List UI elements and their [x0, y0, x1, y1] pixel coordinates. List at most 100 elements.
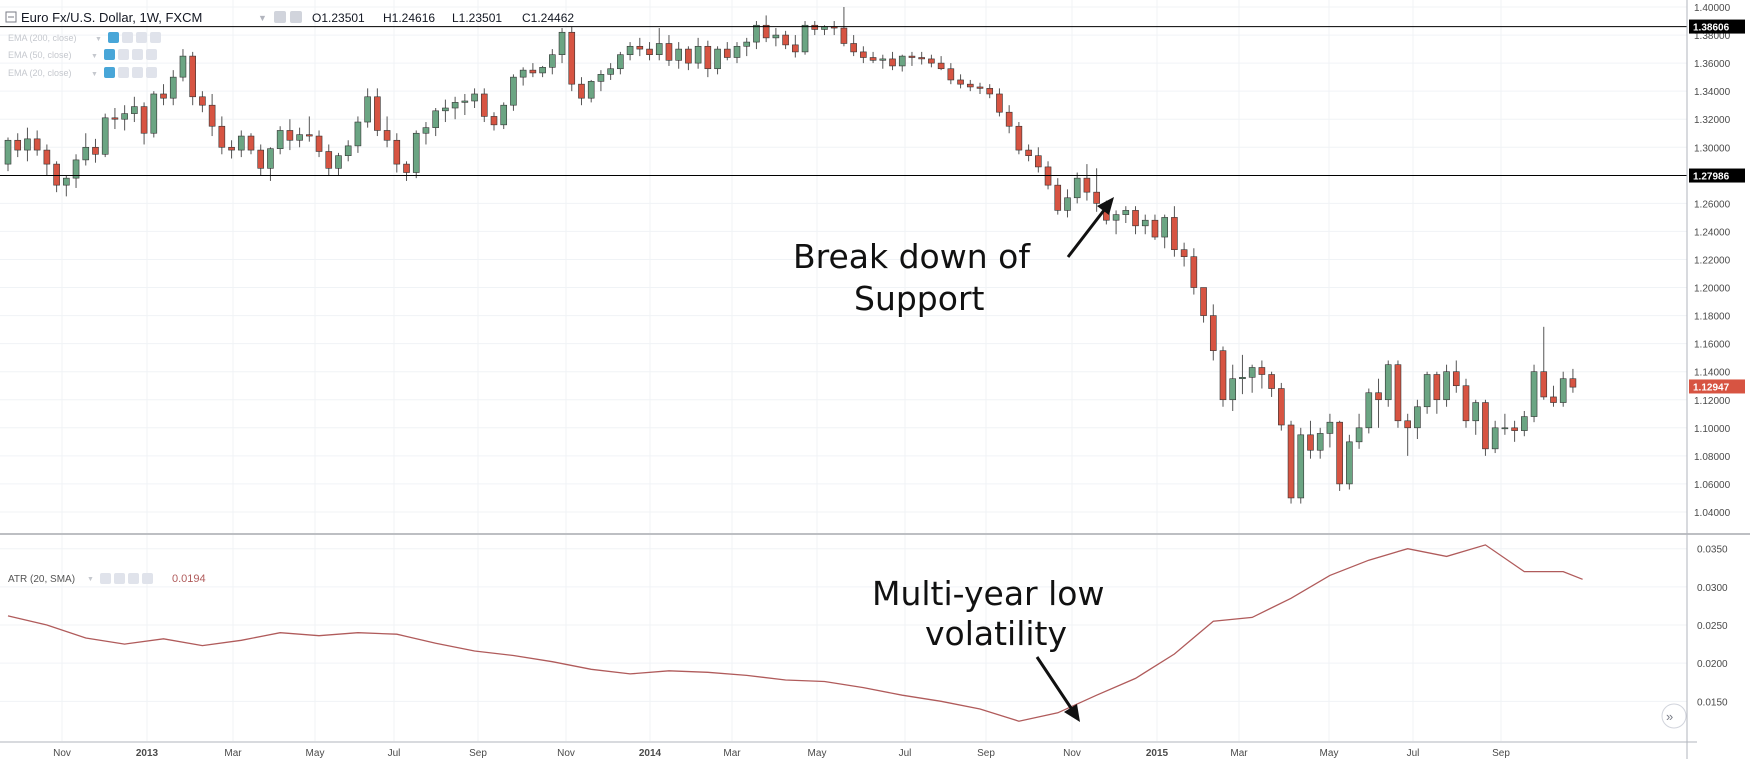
- eye-icon[interactable]: [108, 32, 119, 43]
- candle-body-down: [1054, 184, 1062, 211]
- symbol-title: Euro Fx/U.S. Dollar, 1W, FXCM: [21, 10, 202, 25]
- candle: [131, 96, 138, 123]
- price-tick-label: 1.18000: [1694, 312, 1731, 323]
- add-icon[interactable]: [136, 32, 147, 43]
- candle: [24, 127, 31, 162]
- candle: [1297, 427, 1305, 504]
- candle-body-up: [549, 54, 556, 68]
- add-icon[interactable]: [132, 49, 143, 60]
- settings-icon[interactable]: [118, 49, 129, 60]
- close-icon[interactable]: [150, 32, 161, 43]
- candle-body-up: [1248, 367, 1256, 378]
- candle-body-down: [1404, 420, 1411, 429]
- candle-body-down: [1433, 374, 1441, 401]
- candle: [850, 35, 857, 57]
- candle-body-down: [160, 93, 167, 99]
- indicator-ema-200[interactable]: EMA (200, close) ▼: [8, 32, 161, 43]
- candle-body-down: [1200, 287, 1207, 316]
- indicator-ema-50[interactable]: EMA (50, close) ▼: [8, 49, 157, 60]
- candle: [276, 126, 284, 155]
- candle-body-down: [1268, 374, 1275, 389]
- candle-body-down: [286, 130, 294, 141]
- settings-icon[interactable]: [274, 11, 286, 23]
- candle: [500, 102, 508, 130]
- ohlc-close: C1.24462: [522, 11, 574, 25]
- candle: [422, 122, 430, 145]
- settings-icon[interactable]: [114, 573, 125, 584]
- indicator-ema-20[interactable]: EMA (20, close) ▼: [8, 67, 157, 78]
- candle-body-up: [461, 100, 469, 103]
- candle-body-down: [33, 138, 41, 151]
- eye-toggle-icon[interactable]: [290, 11, 302, 23]
- candle-body-up: [1443, 371, 1450, 401]
- eye-icon[interactable]: [100, 573, 111, 584]
- add-icon[interactable]: [128, 573, 139, 584]
- breakdown-arrow-shaft: [1066, 204, 1110, 258]
- price-tick-label: 1.14000: [1694, 368, 1731, 379]
- scroll-to-latest-button[interactable]: »: [1661, 703, 1687, 729]
- candle-body-up: [1365, 392, 1373, 429]
- candle-body-up: [898, 55, 906, 67]
- chevron-down-icon[interactable]: ▼: [95, 36, 102, 43]
- candle-body-down: [1375, 392, 1382, 401]
- candle: [587, 79, 595, 103]
- atr-legend[interactable]: ATR (20, SMA) ▼ 0.0194: [8, 573, 206, 585]
- candle-body-down: [53, 163, 60, 186]
- candle: [111, 108, 119, 130]
- candle-body-up: [296, 134, 303, 141]
- candle: [480, 88, 488, 123]
- candle: [189, 51, 196, 106]
- candle: [1443, 364, 1450, 407]
- close-icon[interactable]: [146, 67, 157, 78]
- candle: [811, 21, 819, 36]
- chevron-down-icon[interactable]: ▼: [91, 71, 98, 78]
- close-icon[interactable]: [142, 573, 153, 584]
- collapse-toggle[interactable]: [5, 11, 17, 23]
- candle: [1462, 378, 1470, 428]
- candle: [753, 21, 760, 50]
- candle: [723, 42, 731, 61]
- candle-body-up: [675, 48, 682, 61]
- candle: [247, 133, 255, 155]
- candle: [1336, 420, 1343, 491]
- candle: [335, 152, 342, 176]
- candle-body-down: [1482, 402, 1489, 450]
- candle-body-down: [1540, 371, 1548, 398]
- candle: [655, 28, 663, 61]
- eye-icon[interactable]: [104, 67, 115, 78]
- candle: [519, 67, 527, 86]
- settings-icon[interactable]: [122, 32, 133, 43]
- eye-icon[interactable]: [104, 49, 115, 60]
- candle-body-up: [1229, 378, 1237, 401]
- price-tick-label: 1.06000: [1694, 480, 1731, 491]
- candle: [1433, 371, 1441, 414]
- candle-body-up: [335, 155, 342, 169]
- candle: [937, 56, 945, 71]
- candle: [1404, 413, 1411, 456]
- time-tick-label: Jul: [388, 748, 401, 759]
- candle: [1423, 371, 1431, 414]
- atr-tick-label: 0.0350: [1697, 545, 1728, 556]
- chevron-down-icon[interactable]: ▼: [87, 576, 94, 583]
- candle-body-down: [247, 135, 255, 151]
- chevron-down-icon[interactable]: ▼: [91, 53, 98, 60]
- atr-label: ATR (20, SMA): [8, 574, 75, 585]
- candle-body-up: [1414, 406, 1421, 429]
- candle-body-down: [1005, 111, 1013, 127]
- candle-body-down: [1025, 149, 1032, 156]
- last-price-badge-label: 1.12947: [1693, 382, 1730, 393]
- candle: [898, 54, 906, 72]
- price-tick-label: 1.26000: [1694, 199, 1731, 210]
- settings-icon[interactable]: [118, 67, 129, 78]
- price-tick-label: 1.04000: [1694, 508, 1731, 519]
- scroll-button-bg: [1661, 703, 1687, 729]
- candle: [325, 144, 333, 176]
- candle: [1132, 206, 1139, 235]
- candle: [1530, 364, 1538, 423]
- candle-body-down: [383, 130, 391, 141]
- close-icon[interactable]: [146, 49, 157, 60]
- chevron-down-icon[interactable]: ▼: [258, 13, 267, 23]
- time-tick-label: Sep: [469, 748, 487, 759]
- candle-body-down: [1569, 378, 1577, 388]
- add-icon[interactable]: [132, 67, 143, 78]
